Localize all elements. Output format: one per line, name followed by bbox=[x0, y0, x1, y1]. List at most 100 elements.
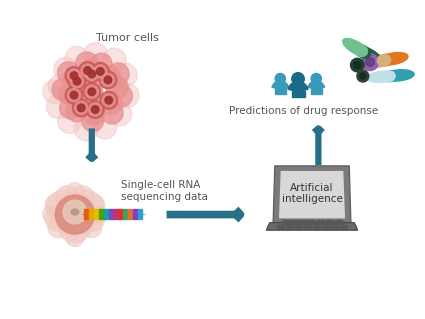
Circle shape bbox=[88, 88, 96, 96]
Circle shape bbox=[83, 194, 105, 216]
Bar bbox=[281, 220, 289, 224]
Circle shape bbox=[84, 43, 108, 66]
Bar bbox=[113, 210, 118, 219]
Bar bbox=[313, 225, 320, 229]
Ellipse shape bbox=[343, 39, 370, 57]
Circle shape bbox=[110, 85, 133, 107]
Circle shape bbox=[81, 81, 103, 103]
Bar bbox=[286, 225, 293, 229]
Ellipse shape bbox=[378, 54, 394, 66]
Circle shape bbox=[47, 190, 80, 224]
Text: Single-cell RNA
sequencing data: Single-cell RNA sequencing data bbox=[122, 181, 208, 202]
Ellipse shape bbox=[379, 53, 408, 65]
Circle shape bbox=[81, 64, 94, 77]
Circle shape bbox=[68, 72, 86, 90]
Circle shape bbox=[42, 80, 66, 104]
Circle shape bbox=[65, 67, 83, 85]
Bar bbox=[322, 225, 329, 229]
Circle shape bbox=[64, 66, 86, 88]
Circle shape bbox=[354, 62, 361, 69]
Circle shape bbox=[79, 62, 96, 79]
Circle shape bbox=[53, 193, 97, 236]
Circle shape bbox=[74, 117, 98, 141]
Circle shape bbox=[71, 75, 84, 88]
Wedge shape bbox=[308, 81, 325, 89]
Circle shape bbox=[71, 186, 94, 209]
Circle shape bbox=[68, 69, 81, 82]
Bar bbox=[304, 225, 311, 229]
Circle shape bbox=[105, 96, 113, 104]
Circle shape bbox=[107, 63, 129, 85]
Bar bbox=[275, 88, 286, 94]
Circle shape bbox=[58, 209, 92, 243]
Bar bbox=[89, 210, 94, 219]
Wedge shape bbox=[288, 82, 308, 92]
Bar bbox=[290, 220, 298, 224]
Circle shape bbox=[96, 68, 104, 75]
Wedge shape bbox=[272, 81, 289, 89]
Ellipse shape bbox=[356, 46, 383, 64]
Ellipse shape bbox=[377, 55, 391, 66]
Circle shape bbox=[94, 65, 107, 78]
Circle shape bbox=[85, 85, 98, 98]
Ellipse shape bbox=[367, 71, 398, 82]
Circle shape bbox=[99, 66, 121, 88]
Circle shape bbox=[48, 74, 72, 98]
Circle shape bbox=[45, 194, 66, 216]
Bar bbox=[311, 88, 322, 94]
Bar bbox=[326, 220, 333, 224]
Bar bbox=[84, 210, 88, 219]
Circle shape bbox=[88, 70, 96, 78]
Circle shape bbox=[70, 91, 78, 99]
Ellipse shape bbox=[364, 55, 394, 67]
Circle shape bbox=[362, 54, 379, 70]
Ellipse shape bbox=[355, 45, 371, 58]
Circle shape bbox=[351, 58, 364, 72]
Bar bbox=[317, 220, 324, 224]
Circle shape bbox=[59, 83, 81, 105]
Circle shape bbox=[66, 182, 84, 201]
Circle shape bbox=[102, 48, 126, 72]
Circle shape bbox=[99, 71, 117, 89]
Circle shape bbox=[83, 83, 101, 100]
Bar bbox=[331, 225, 338, 229]
Circle shape bbox=[91, 106, 99, 113]
Circle shape bbox=[79, 205, 105, 231]
Circle shape bbox=[52, 78, 74, 100]
Ellipse shape bbox=[381, 71, 395, 82]
Circle shape bbox=[45, 205, 71, 231]
Circle shape bbox=[90, 53, 112, 75]
Circle shape bbox=[65, 86, 83, 104]
Circle shape bbox=[66, 100, 88, 122]
Circle shape bbox=[63, 200, 87, 224]
Circle shape bbox=[82, 218, 102, 238]
Circle shape bbox=[70, 190, 103, 224]
Bar bbox=[99, 210, 103, 219]
Circle shape bbox=[357, 70, 369, 82]
Circle shape bbox=[89, 103, 102, 116]
Circle shape bbox=[58, 110, 81, 133]
Circle shape bbox=[100, 91, 118, 109]
Text: Artificial
intelligence: Artificial intelligence bbox=[282, 182, 343, 204]
Ellipse shape bbox=[382, 70, 414, 81]
Circle shape bbox=[86, 100, 104, 118]
Text: Predictions of drug response: Predictions of drug response bbox=[229, 106, 378, 116]
Circle shape bbox=[73, 77, 81, 85]
Bar bbox=[94, 210, 98, 219]
Circle shape bbox=[101, 102, 123, 124]
Circle shape bbox=[115, 84, 139, 107]
Circle shape bbox=[102, 94, 115, 107]
Circle shape bbox=[85, 67, 98, 80]
Circle shape bbox=[292, 73, 304, 85]
Ellipse shape bbox=[354, 44, 368, 56]
Circle shape bbox=[83, 103, 105, 125]
Circle shape bbox=[54, 57, 78, 81]
Circle shape bbox=[104, 76, 112, 84]
Bar bbox=[104, 210, 108, 219]
Circle shape bbox=[82, 109, 104, 131]
Ellipse shape bbox=[382, 70, 399, 82]
Circle shape bbox=[91, 63, 109, 80]
Polygon shape bbox=[273, 166, 351, 223]
Circle shape bbox=[106, 77, 128, 99]
Circle shape bbox=[46, 95, 70, 118]
